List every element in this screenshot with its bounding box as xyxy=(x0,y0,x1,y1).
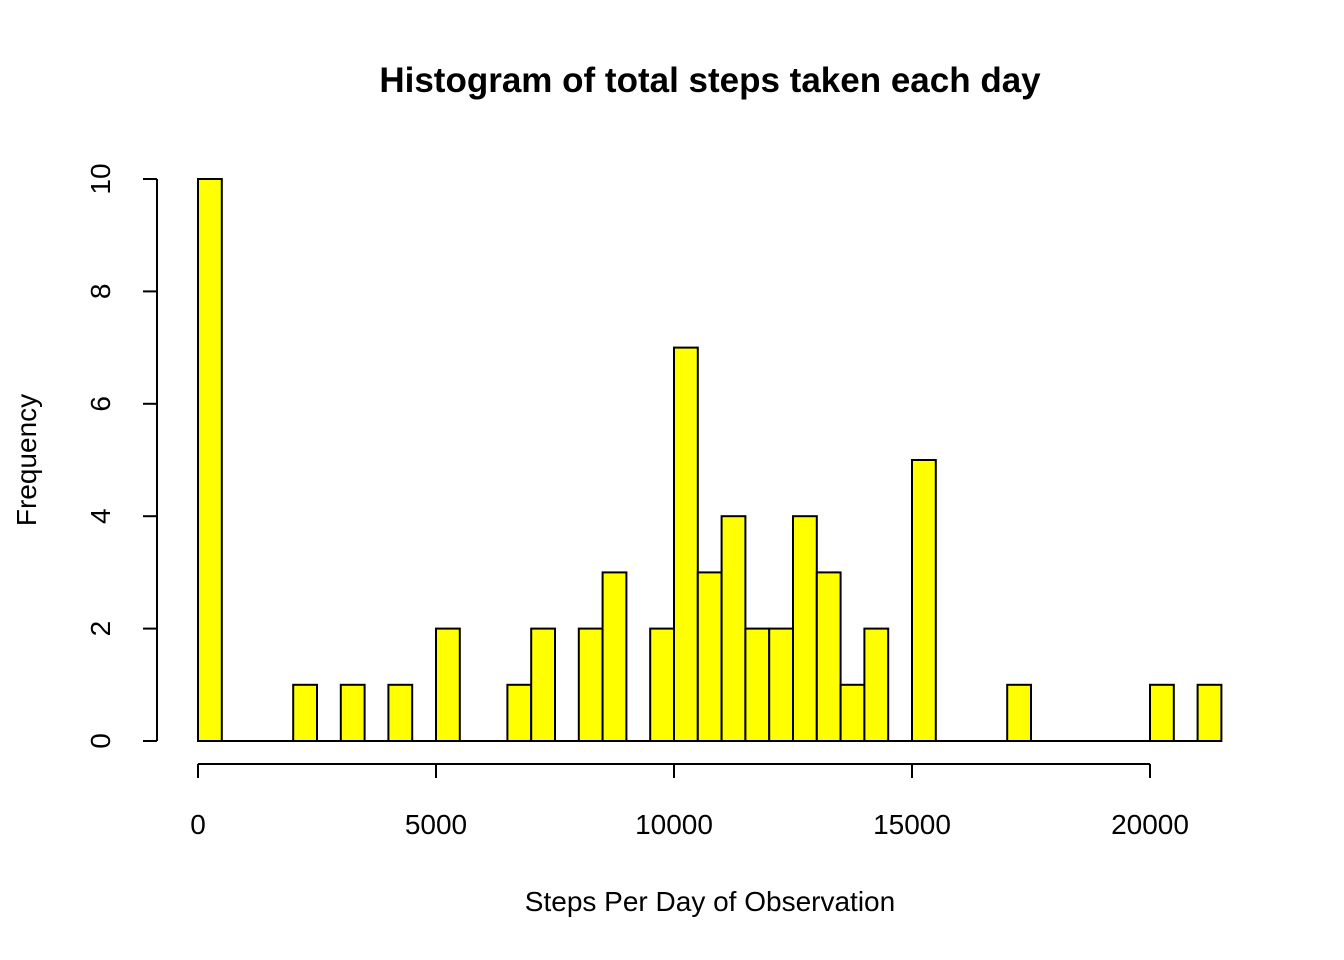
histogram-bar xyxy=(292,683,319,742)
histogram-bar xyxy=(863,627,890,742)
histogram-bar xyxy=(1006,683,1033,742)
histogram-bar xyxy=(197,178,223,742)
x-tick-label: 10000 xyxy=(635,809,713,840)
histogram-bar xyxy=(815,571,842,743)
histogram-bar xyxy=(720,515,747,743)
x-tick-label: 0 xyxy=(190,809,206,840)
y-axis: 0 2 4 6 8 10 xyxy=(85,163,158,749)
x-axis: 0 5000 10000 15000 20000 xyxy=(190,763,1189,840)
y-tick-label: 6 xyxy=(85,396,116,412)
histogram-bar xyxy=(601,571,628,743)
x-tick-label: 20000 xyxy=(1111,809,1189,840)
histogram-bar xyxy=(339,683,366,742)
y-tick-label: 2 xyxy=(85,621,116,637)
histogram-bar xyxy=(649,627,676,742)
bars-group xyxy=(197,178,1223,743)
histogram-bar xyxy=(839,683,866,742)
histogram-bar xyxy=(530,627,557,742)
chart-title: Histogram of total steps taken each day xyxy=(379,61,1041,100)
histogram-bar xyxy=(506,683,533,742)
y-tick-label: 0 xyxy=(85,733,116,749)
histogram-bar xyxy=(792,515,818,743)
histogram-bar xyxy=(1149,683,1175,742)
histogram-bar xyxy=(673,346,699,742)
histogram-bar xyxy=(696,571,723,743)
y-tick-label: 10 xyxy=(85,163,116,194)
histogram-bar xyxy=(387,683,414,742)
histogram-bar xyxy=(768,627,795,742)
histogram-bar xyxy=(911,459,937,742)
histogram-bar xyxy=(1196,683,1223,742)
x-tick-label: 5000 xyxy=(405,809,467,840)
x-tick-label: 15000 xyxy=(873,809,951,840)
histogram-bar xyxy=(435,627,461,742)
x-axis-label: Steps Per Day of Observation xyxy=(525,886,895,917)
histogram-bar xyxy=(744,627,771,742)
histogram-bar xyxy=(577,627,604,742)
y-tick-label: 4 xyxy=(85,508,116,524)
y-tick-label: 8 xyxy=(85,284,116,300)
y-axis-label: Frequency xyxy=(11,394,42,526)
